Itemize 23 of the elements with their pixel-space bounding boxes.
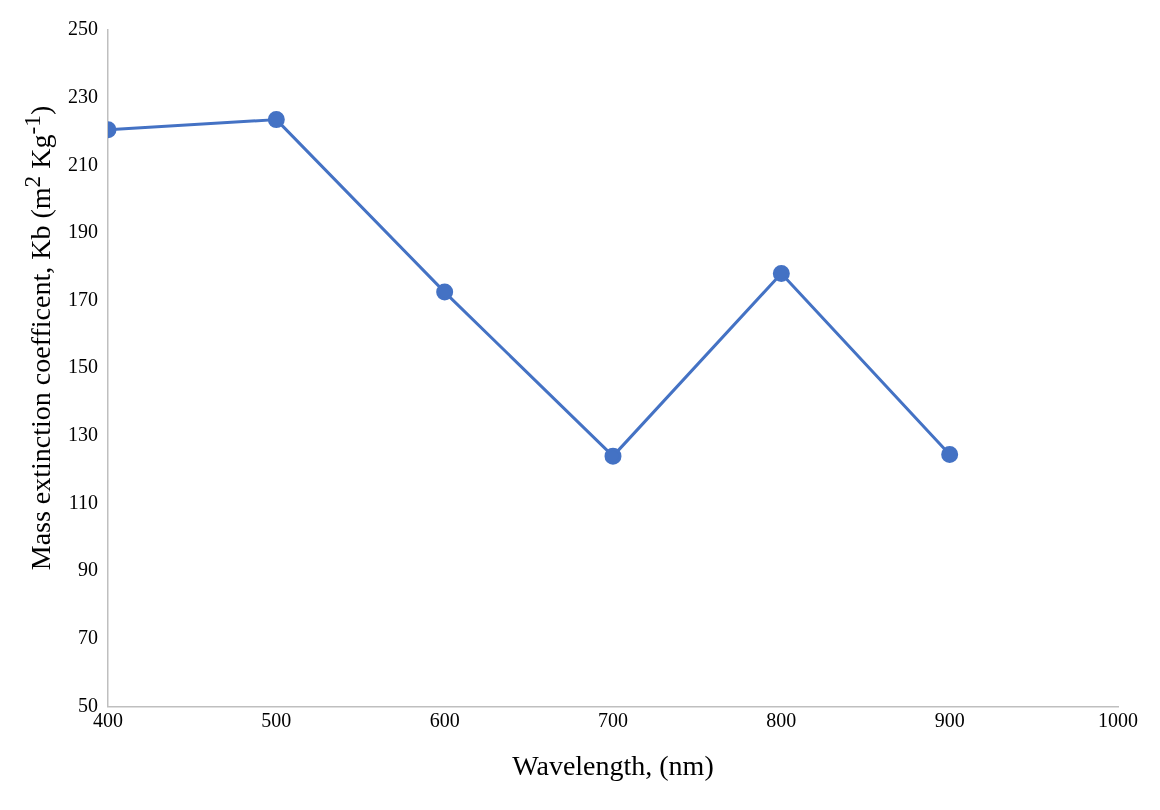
x-tick-label: 500 <box>261 708 292 731</box>
y-tick-label: 150 <box>68 355 98 378</box>
point <box>772 265 790 282</box>
y-tick-label: 250 <box>68 17 98 40</box>
point <box>604 447 622 465</box>
x-tick-label: 1000 <box>1098 708 1138 731</box>
x-tick-label: 900 <box>934 708 965 731</box>
x-tick-label: 700 <box>598 708 628 731</box>
point <box>267 111 285 129</box>
point <box>941 445 959 463</box>
y-tick-label: 90 <box>78 558 98 581</box>
point <box>436 283 454 301</box>
y-tick-label: 110 <box>68 490 98 513</box>
y-tick-label: 230 <box>68 84 98 107</box>
y-tick-label: 170 <box>68 287 98 310</box>
y-tick-label: 130 <box>68 423 98 446</box>
x-tick-label: 800 <box>766 708 797 731</box>
y-tick-label: 210 <box>68 152 98 175</box>
y-tick-label: 190 <box>68 220 98 243</box>
y-tick-label: 70 <box>78 626 98 649</box>
x-tick-label: 600 <box>429 708 460 731</box>
y-tick-label: 50 <box>78 693 98 716</box>
x-axis-title: Wavelength, (nm) <box>512 749 714 781</box>
